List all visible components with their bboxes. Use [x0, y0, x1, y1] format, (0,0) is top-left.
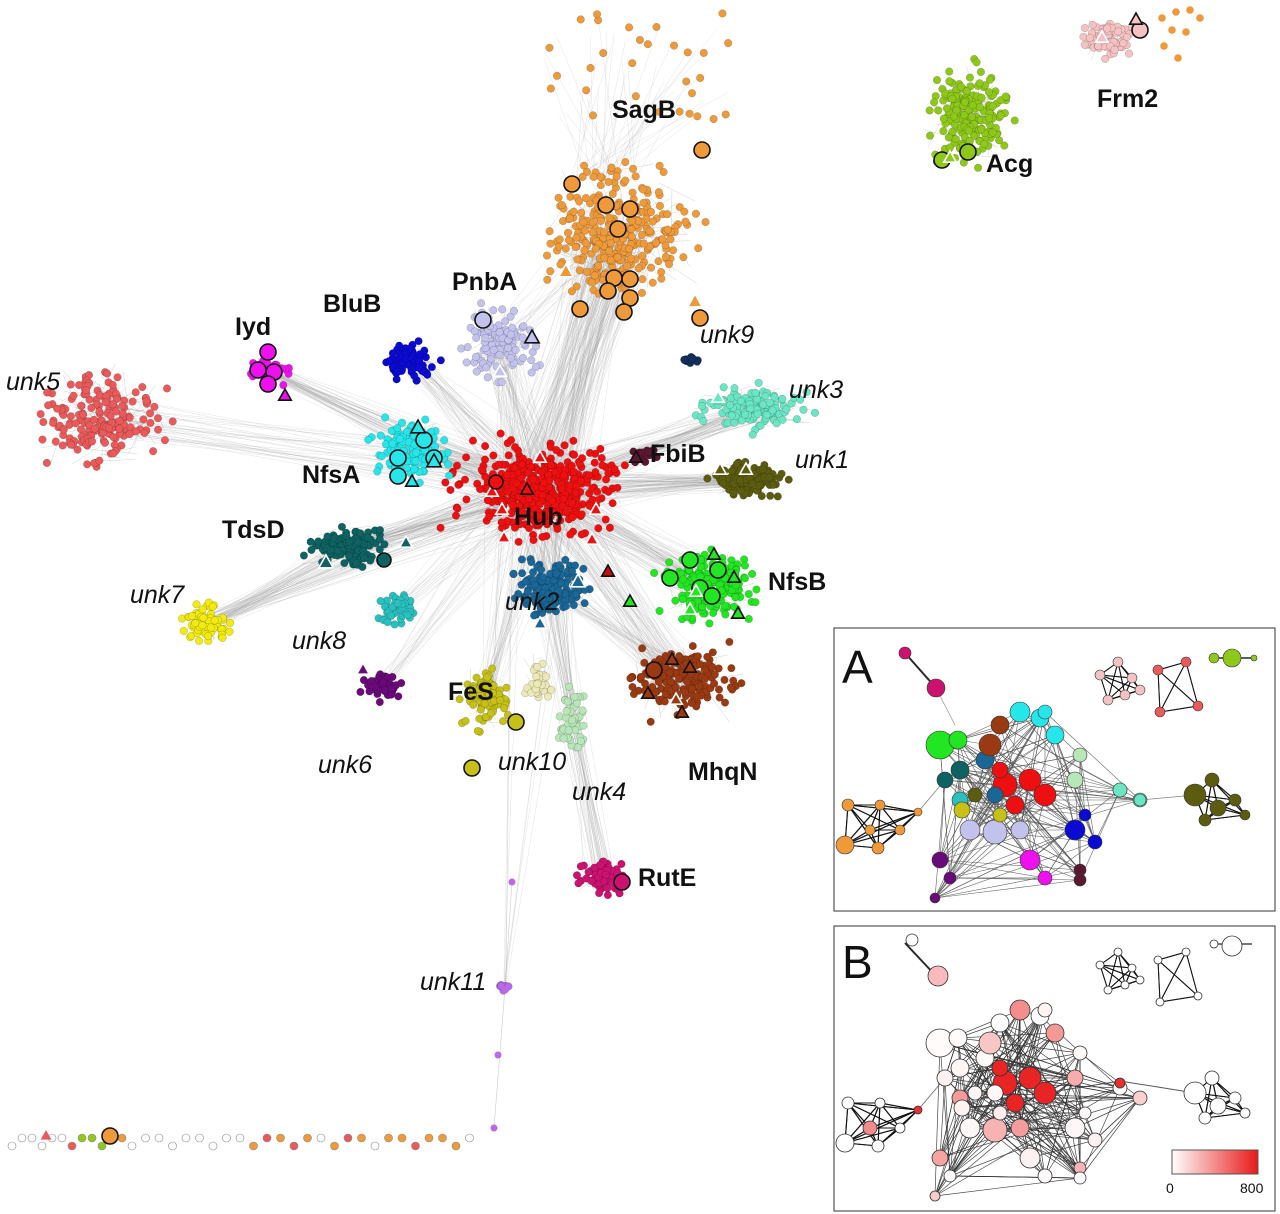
cluster-label-iyd: Iyd [235, 313, 271, 341]
cluster-label-unk6: unk6 [318, 751, 372, 779]
cluster-label-sagb: SagB [612, 96, 676, 124]
scale-max-label: 800 [1240, 1180, 1264, 1196]
cluster-label-unk8: unk8 [292, 627, 346, 655]
scale-min-label: 0 [1166, 1180, 1174, 1196]
cluster-label-rute: RutE [638, 864, 696, 892]
cluster-label-acg: Acg [986, 150, 1033, 178]
color-scale-bar [1171, 1149, 1259, 1175]
cluster-label-unk10: unk10 [498, 748, 566, 776]
cluster-label-frm2: Frm2 [1097, 85, 1158, 113]
cluster-label-blub: BluB [323, 290, 381, 318]
cluster-label-unk7: unk7 [130, 581, 185, 609]
cluster-label-nfsb: NfsB [768, 568, 826, 596]
cluster-labels: Hub SagB PnbA BluB Iyd NfsA TdsD FbiB NfsB MhqN Fe… [6, 85, 1158, 996]
network-markers [40, 11, 1149, 1145]
inset-a-nodes [835, 646, 1258, 904]
cluster-label-mhqn: MhqN [688, 758, 757, 786]
cluster-label-unk2: unk2 [505, 588, 559, 616]
cluster-label-unk9: unk9 [700, 321, 754, 349]
cluster-label-nfsa: NfsA [302, 461, 360, 489]
inset-a-panel: A [833, 627, 1276, 912]
cluster-label-hub: Hub [514, 503, 563, 531]
cluster-label-pnba: PnbA [452, 268, 517, 296]
cluster-label-tdsd: TdsD [222, 516, 285, 544]
cluster-label-fes: FeS [448, 678, 494, 706]
cluster-label-unk11: unk11 [420, 968, 486, 996]
cluster-label-unk1: unk1 [795, 446, 849, 474]
inset-b-nodes [835, 933, 1251, 1202]
cluster-label-unk3: unk3 [789, 376, 843, 404]
inset-a-letter: A [842, 641, 873, 693]
cluster-label-unk4: unk4 [572, 778, 626, 806]
inset-b-panel: B 0 800 [833, 925, 1276, 1212]
cluster-label-unk5: unk5 [6, 368, 60, 396]
cluster-label-fbib: FbiB [650, 440, 706, 468]
inset-b-letter: B [842, 936, 873, 988]
